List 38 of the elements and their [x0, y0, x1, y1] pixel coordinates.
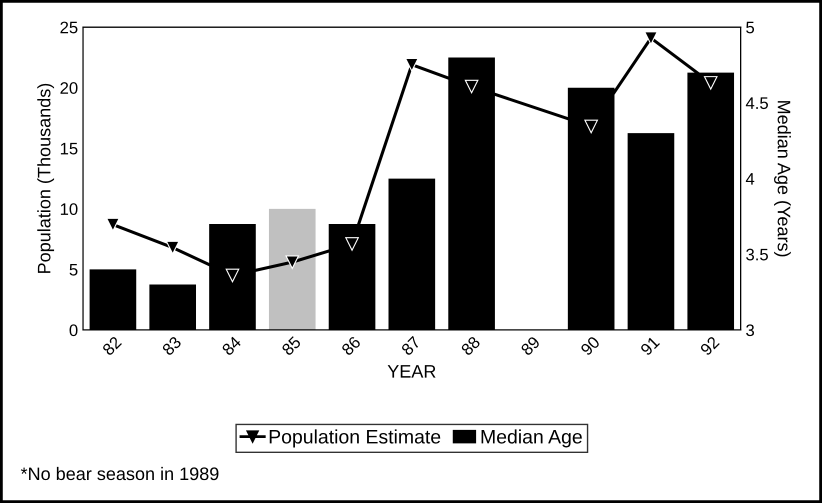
y2-axis-title: Median Age (Years): [774, 101, 791, 256]
y-axis-title: Population (Thousands): [37, 84, 54, 273]
y-tick-label: 0: [70, 324, 78, 336]
y2-tick-label: 4.5: [746, 97, 768, 110]
point: [704, 76, 718, 90]
x-tick-label: 84: [221, 335, 242, 356]
point: [226, 268, 240, 282]
x-tick-label: 92: [700, 336, 720, 356]
x-tick-label: 86: [340, 336, 362, 356]
y-tick-label: 25: [60, 22, 78, 34]
point: [464, 80, 478, 94]
x-tick-label: 87: [400, 336, 421, 356]
legend-label: Population Estimate: [270, 429, 440, 448]
point: [106, 218, 120, 232]
legend-label: Median Age: [482, 429, 582, 448]
x-tick-label: 85: [281, 336, 302, 356]
point: [405, 58, 419, 72]
point: [345, 237, 359, 251]
x-tick-label: 89: [520, 336, 541, 356]
y-tick-label: 15: [60, 142, 78, 154]
x-tick-label: 91: [640, 336, 660, 356]
point: [166, 240, 180, 254]
x-tick-label: 88: [460, 336, 481, 356]
y-tick-label: 10: [60, 203, 78, 216]
y-tick-label: 5: [70, 264, 78, 276]
y-tick-label: 20: [60, 82, 78, 94]
point: [644, 31, 658, 45]
x-tick-label: 82: [102, 336, 122, 356]
y2-tick-label: 3.5: [746, 248, 768, 260]
x-tick-label: 90: [580, 336, 600, 356]
point: [285, 255, 300, 269]
x-tick-label: 83: [161, 336, 182, 356]
point: [584, 120, 598, 134]
x-axis-title: YEAR: [388, 365, 436, 378]
y2-tick-label: 3: [746, 324, 754, 336]
y2-tick-label: 4: [746, 173, 754, 185]
text: *No bear season in 1989: [20, 466, 218, 480]
y2-tick-label: 5: [746, 22, 754, 34]
